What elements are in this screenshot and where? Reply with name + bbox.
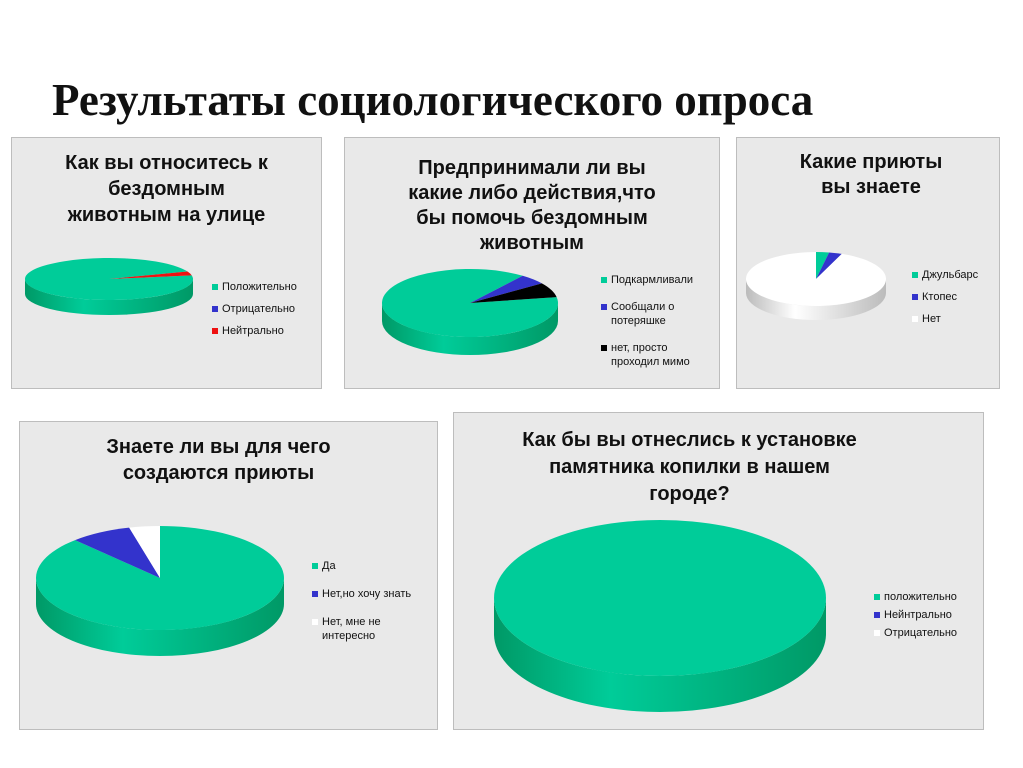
chart-title: Знаете ли вы для чего создаются приюты [20, 434, 437, 486]
pie-slice-1 [24, 258, 193, 300]
legend-item: положительно [874, 590, 957, 604]
page-title: Результаты социологического опроса [52, 75, 814, 125]
legend-item: Нет, мне не интересно [312, 615, 411, 643]
legend-label: Да [322, 560, 336, 572]
legend-label: нет, просто [611, 342, 668, 354]
pie-chart [35, 526, 284, 656]
legend-item: Да [312, 559, 411, 573]
legend-label: Сообщали о [611, 301, 675, 313]
chart-title-line: Как бы вы отнеслись к установке [522, 429, 857, 451]
legend-label: Отрицательно [884, 627, 958, 639]
legend-label: проходил мимо [611, 356, 690, 368]
legend-label: Нейнтрально [884, 609, 952, 621]
pie-slice-3 [109, 271, 192, 279]
legend-item: Нет [912, 312, 978, 326]
pie-slice-3 [129, 526, 160, 578]
chart-title: Как вы относитесь к бездомным животным н… [12, 150, 321, 228]
chart-legend: Джульбарс Ктопес Нет [912, 268, 978, 334]
legend-label: Нет, мне не [322, 616, 381, 628]
legend-label: Отрицательно [222, 303, 296, 315]
legend-item: Нейтрально [212, 324, 297, 338]
legend-label: Нейтрально [222, 325, 284, 337]
chart-title: Как бы вы отнеслись к установке памятник… [454, 427, 983, 508]
legend-label: Ктопес [922, 291, 958, 303]
chart-title-line: вы знаете [821, 176, 921, 198]
chart-panel-actions: Предпринимали ли вы какие либо действия,… [344, 137, 720, 389]
legend-label: потеряшке [611, 315, 666, 327]
chart-title-line: бездомным [108, 178, 225, 200]
legend-swatch [312, 619, 318, 625]
pie-slice-3 [470, 283, 557, 303]
legend-swatch [912, 316, 918, 322]
legend-swatch [312, 591, 318, 597]
chart-title-line: создаются приюты [122, 462, 315, 484]
legend-label: интересно [322, 630, 376, 642]
pie-slice-2 [75, 527, 160, 578]
chart-legend: Подкармливали Сообщали о потеряшке нет, про… [601, 273, 693, 382]
legend-item: Нейнтрально [874, 608, 957, 622]
legend-item: Джульбарс [912, 268, 978, 282]
legend-swatch [212, 284, 218, 290]
legend-swatch [874, 594, 880, 600]
chart-panel-monument: Как бы вы отнеслись к установке памятник… [453, 412, 984, 730]
chart-title-line: Знаете ли вы для чего [106, 436, 331, 458]
legend-label: положительно [884, 591, 957, 603]
pie-slice-1 [816, 252, 830, 279]
chart-title: Предпринимали ли вы какие либо действия,… [345, 156, 719, 256]
legend-swatch [601, 277, 607, 283]
legend-label: Подкармливали [611, 274, 694, 286]
chart-title-line: Какие приюты [799, 151, 943, 173]
pie-side-1 [25, 279, 193, 315]
chart-title-line: Как вы относитесь к [65, 152, 268, 174]
legend-label: Джульбарс [922, 269, 979, 281]
legend-swatch [601, 345, 607, 351]
legend-label: Нет [922, 313, 941, 325]
legend-item: Положительно [212, 280, 297, 294]
chart-panel-attitude: Как вы относитесь к бездомным животным н… [11, 137, 322, 389]
chart-title-line: памятника копилки в нашем [549, 456, 830, 478]
chart-panel-shelters-known: Какие приюты вы знаете Джульбарс Ктопес Не… [736, 137, 1000, 389]
pie-side-1 [36, 578, 284, 656]
legend-swatch [212, 306, 218, 312]
legend-item: Ктопес [912, 290, 978, 304]
chart-title-line: какие либо действия,что [408, 182, 656, 204]
pie-slice-3 [746, 252, 886, 306]
chart-title-line: животным на улице [67, 204, 266, 226]
chart-legend: положительно Нейнтрально Отрицательно [874, 590, 957, 644]
pie-chart [746, 252, 886, 320]
legend-item: Отрицательно [874, 626, 957, 640]
legend-item: Отрицательно [212, 302, 297, 316]
legend-item: Подкармливали [601, 273, 693, 287]
pie-slice-2 [816, 252, 842, 279]
pie-side-3 [746, 279, 886, 320]
pie-chart [494, 520, 826, 712]
legend-item: Сообщали о потеряшке [601, 300, 693, 328]
legend-item: Нет,но хочу знать [312, 587, 411, 601]
legend-swatch [874, 630, 880, 636]
chart-title-line: городе? [649, 483, 730, 505]
chart-title-line: животным [480, 232, 584, 254]
chart-legend: Да Нет,но хочу знать Нет, мне не интересно [312, 559, 411, 657]
pie-side-1 [382, 303, 558, 355]
chart-panel-shelter-purpose: Знаете ли вы для чего создаются приюты Д… [19, 421, 438, 730]
pie-slice-1 [35, 526, 284, 630]
pie-chart [24, 258, 193, 315]
legend-label: Нет,но хочу знать [322, 588, 412, 600]
chart-title-line: Предпринимали ли вы [418, 157, 646, 179]
legend-swatch [601, 304, 607, 310]
pie-side-1 [494, 598, 826, 712]
chart-title-line: бы помочь бездомным [416, 207, 648, 229]
chart-legend: Положительно Отрицательно Нейтрально [212, 280, 297, 346]
legend-swatch [912, 272, 918, 278]
chart-title: Какие приюты вы знаете [743, 150, 999, 200]
pie-slice-1 [494, 520, 826, 676]
legend-swatch [874, 612, 880, 618]
legend-swatch [312, 563, 318, 569]
pie-slice-2 [470, 275, 542, 303]
legend-swatch [212, 328, 218, 334]
legend-swatch [912, 294, 918, 300]
pie-chart [382, 269, 558, 355]
legend-item: нет, просто проходил мимо [601, 341, 693, 369]
legend-label: Положительно [222, 281, 297, 293]
